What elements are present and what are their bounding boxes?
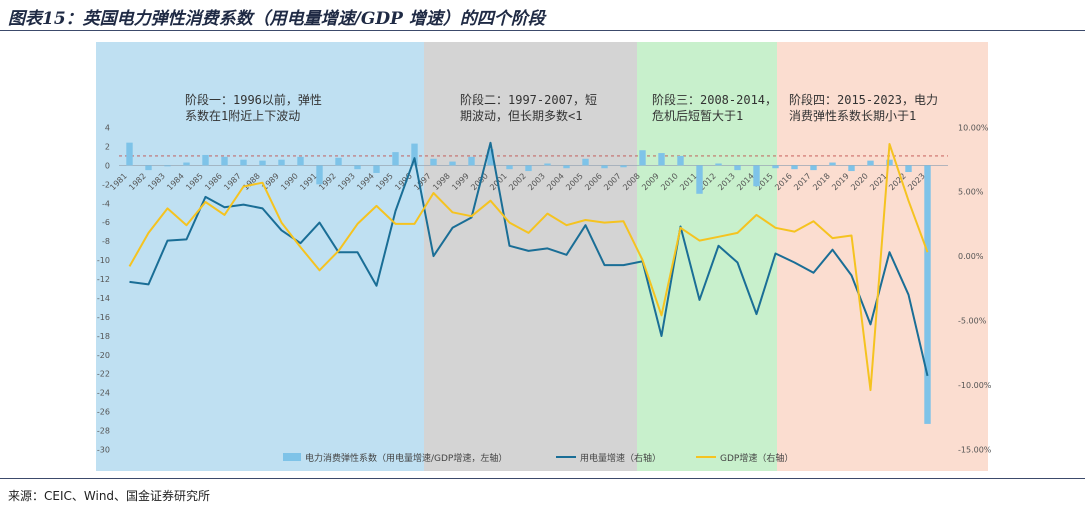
bar-1996 [411, 143, 418, 166]
phase-backgrounds [96, 42, 988, 471]
left-axis-tick: 0 [105, 161, 110, 170]
bar-2018 [829, 162, 836, 166]
left-axis-tick: -4 [102, 199, 110, 208]
bar-1986 [221, 156, 228, 166]
left-axis-tick: -20 [97, 351, 110, 360]
bar-2001 [506, 165, 513, 170]
bar-1997 [430, 158, 437, 166]
left-axis-tick: -8 [102, 237, 110, 246]
right-axis-tick: -15.00% [958, 445, 992, 454]
bar-1985 [202, 154, 209, 166]
left-axis-tick: -16 [97, 313, 110, 322]
power-growth-line [129, 141, 929, 377]
bar-1981 [126, 142, 133, 166]
bar-2012 [715, 163, 722, 166]
bar-series [126, 142, 931, 424]
left-axis-tick: -14 [97, 294, 110, 303]
phase-band-4 [777, 42, 988, 471]
phase-3-label-line: 危机后短暂大于1 [652, 109, 743, 123]
left-axis-tick: -6 [102, 218, 110, 227]
phase-2-label-line: 期波动，但长期多数<1 [460, 108, 582, 123]
bar-2023 [924, 165, 931, 424]
title-rule [0, 30, 1085, 31]
phase-band-1 [96, 42, 424, 471]
left-axis-tick: -22 [97, 370, 110, 379]
figure-title: 图表15：英国电力弹性消费系数（用电量增速/GDP 增速）的四个阶段 [8, 9, 545, 29]
bar-2008 [639, 150, 646, 166]
right-axis-tick: -5.00% [958, 317, 987, 326]
phase-2-label-line: 阶段二：1997-2007，短 [460, 92, 597, 107]
phase-3-label-line: 阶段三：2008-2014， [652, 92, 777, 107]
right-axis-tick: 5.00% [958, 188, 984, 197]
bar-1995 [392, 152, 399, 166]
left-axis-tick: -18 [97, 332, 110, 341]
bar-2009 [658, 153, 665, 166]
bar-1990 [297, 156, 304, 166]
bar-1989 [278, 159, 285, 166]
bar-2020 [867, 160, 874, 166]
left-axis-tick: -30 [97, 445, 110, 454]
right-axis-tick: -10.00% [958, 381, 992, 390]
left-axis-tick: 4 [105, 124, 110, 133]
bar-2017 [810, 165, 817, 171]
bar-1982 [145, 165, 152, 171]
bar-2003 [544, 163, 551, 166]
phase-4-label-line: 消费弹性系数长期小于1 [789, 108, 916, 123]
left-axis-tick: 2 [105, 142, 110, 151]
bar-2005 [582, 158, 589, 166]
phase-1-label-line: 阶段一：1996以前，弹性 [185, 92, 322, 107]
bar-2016 [791, 165, 798, 170]
legend-label-power: 用电量增速（右轴） [580, 452, 661, 464]
bar-1988 [259, 160, 266, 166]
right-axis-tick: 0.00% [958, 252, 984, 261]
legend: 电力消费弹性系数（用电量增速/GDP增速，左轴） 用电量增速（右轴） GDP增速（右… [283, 452, 793, 464]
bar-1994 [373, 165, 380, 173]
line-series [128, 141, 929, 392]
bar-1993 [354, 165, 361, 170]
bar-2022 [905, 165, 912, 173]
left-axis-tick: -24 [97, 389, 110, 398]
legend-swatch-bar [283, 453, 301, 461]
bar-2019 [848, 165, 855, 172]
bar-1984 [183, 162, 190, 166]
bar-2014 [753, 165, 760, 187]
bar-2021 [886, 159, 893, 166]
phase-band-3 [637, 42, 777, 471]
bar-2013 [734, 165, 741, 171]
bar-2006 [601, 165, 608, 169]
right-axis-tick: 10.00% [958, 123, 989, 132]
left-axis-tick: -10 [97, 256, 110, 265]
bar-1998 [449, 161, 456, 166]
bar-1991 [316, 165, 323, 185]
left-axis-tick: -2 [102, 180, 110, 189]
bar-1983 [164, 165, 171, 167]
bar-2015 [772, 165, 779, 169]
phase-4-label-line: 阶段四：2015-2023，电力 [789, 92, 938, 107]
source-note: 来源：CEIC、Wind、国金证券研究所 [8, 489, 211, 503]
legend-label-gdp: GDP增速（右轴） [720, 452, 793, 464]
left-axis-tick: -28 [97, 427, 110, 436]
bar-2010 [677, 155, 684, 166]
bar-2011 [696, 165, 703, 194]
gdp-growth-line [128, 143, 929, 392]
bar-2000 [487, 149, 494, 166]
phase-1-label-line: 系数在1附近上下波动 [185, 108, 300, 123]
bar-2004 [563, 165, 570, 169]
source-rule [0, 478, 1085, 479]
bar-1999 [468, 156, 475, 166]
bar-1992 [335, 157, 342, 166]
bar-1987 [240, 159, 247, 166]
left-axis-tick: -12 [97, 275, 110, 284]
bar-2002 [525, 165, 532, 172]
bar-2007 [620, 165, 627, 168]
left-axis-tick: -26 [97, 408, 110, 417]
legend-label-bar: 电力消费弹性系数（用电量增速/GDP增速，左轴） [305, 452, 507, 464]
